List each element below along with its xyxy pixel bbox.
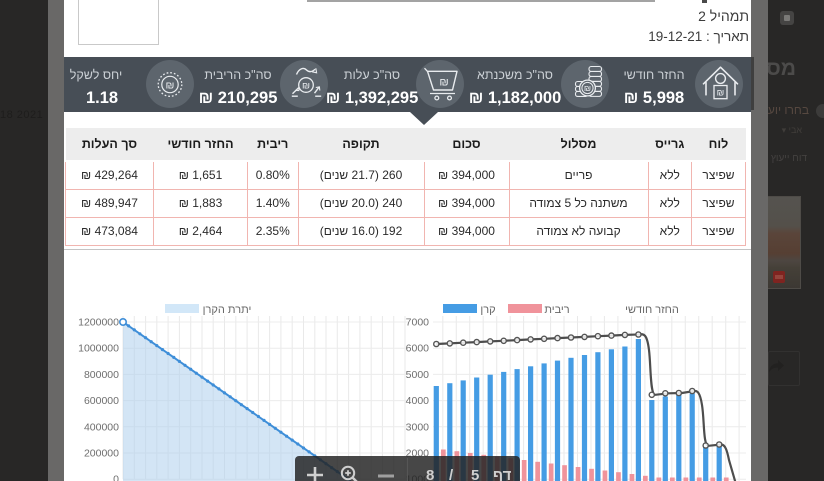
svg-text:₪: ₪ bbox=[302, 81, 310, 92]
svg-text:200000: 200000 bbox=[84, 448, 119, 460]
svg-text:החזר חודשי: החזר חודשי bbox=[625, 304, 679, 316]
svg-text:400000: 400000 bbox=[84, 421, 119, 433]
svg-text:6000: 6000 bbox=[406, 343, 430, 355]
svg-text:קרן: קרן bbox=[480, 304, 495, 316]
svg-text:4000: 4000 bbox=[406, 395, 430, 407]
svg-text:7000: 7000 bbox=[406, 317, 430, 329]
svg-text:5000: 5000 bbox=[406, 369, 430, 381]
svg-text:1000000: 1000000 bbox=[78, 343, 119, 355]
svg-text:₪: ₪ bbox=[717, 88, 725, 98]
svg-text:ריבית: ריבית bbox=[544, 304, 569, 316]
svg-text:3000: 3000 bbox=[406, 421, 430, 433]
svg-text:₪: ₪ bbox=[439, 77, 448, 89]
svg-text:600000: 600000 bbox=[84, 395, 119, 407]
svg-text:800000: 800000 bbox=[84, 369, 119, 381]
svg-text:₪: ₪ bbox=[166, 79, 175, 91]
svg-text:₪: ₪ bbox=[584, 83, 591, 93]
svg-text:יתרת הקרן: יתרת הקרן bbox=[203, 304, 252, 316]
svg-text:0: 0 bbox=[113, 474, 119, 481]
svg-text:1200000: 1200000 bbox=[78, 317, 119, 329]
